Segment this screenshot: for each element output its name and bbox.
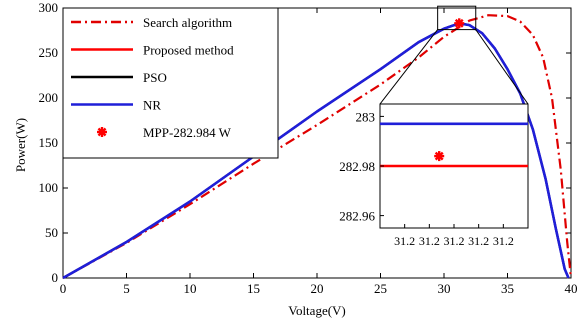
legend-label-pso: PSO — [143, 70, 167, 85]
legend-label-search-algorithm: Search algorithm — [143, 15, 232, 30]
legend-label-nr: NR — [143, 98, 161, 113]
x-tick-label: 40 — [565, 281, 578, 296]
y-tick-label: 150 — [39, 135, 59, 150]
y-tick-label: 50 — [45, 225, 58, 240]
x-axis-label: Voltage(V) — [288, 303, 346, 318]
zoom-connector-left — [379, 29, 439, 105]
inset-y-tick-label: 282.98 — [339, 159, 375, 174]
x-tick-label: 20 — [311, 281, 324, 296]
legend-swatch-mpp-282-984-w — [97, 127, 107, 137]
inset-y-tick-label: 283 — [356, 109, 376, 124]
inset-x-tick-label: 31.2 — [468, 234, 489, 248]
zoom-source-box — [437, 5, 477, 31]
x-tick-label: 5 — [123, 281, 130, 296]
y-tick-label: 200 — [39, 90, 59, 105]
legend: Search algorithm Proposed method PSO NR MPP-… — [62, 7, 279, 159]
x-tick-label: 0 — [60, 281, 67, 296]
legend-label-proposed-method: Proposed method — [143, 43, 234, 58]
x-tick-label: 10 — [184, 281, 197, 296]
y-tick-label: 0 — [52, 270, 59, 285]
y-tick-label: 300 — [39, 0, 59, 15]
x-tick-label: 25 — [374, 281, 387, 296]
inset-x-tick-label: 31.2 — [419, 234, 440, 248]
y-tick-label: 100 — [39, 180, 59, 195]
x-tick-label: 35 — [501, 281, 514, 296]
inset-x-tick-label: 31.2 — [444, 234, 465, 248]
inset-mpp-marker — [434, 151, 445, 162]
x-tick-label: 15 — [247, 281, 260, 296]
mpp-marker — [454, 18, 465, 29]
inset-y-tick-label: 282.96 — [339, 209, 375, 224]
y-axis-label: Power(W) — [13, 118, 28, 172]
x-tick-label: 30 — [438, 281, 451, 296]
series-line-search-algorithm — [62, 14, 573, 279]
zoom-connector-right — [475, 29, 529, 105]
y-tick-label: 250 — [39, 45, 59, 60]
legend-label-mpp-282-984-w: MPP-282.984 W — [143, 125, 232, 140]
inset-x-tick-label: 31.2 — [394, 234, 415, 248]
inset-x-tick-label: 31.2 — [493, 234, 514, 248]
